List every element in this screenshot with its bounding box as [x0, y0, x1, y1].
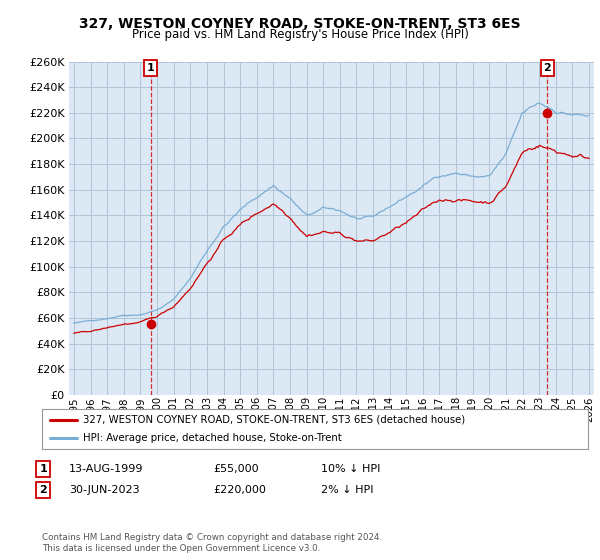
Text: £55,000: £55,000 [213, 464, 259, 474]
Text: 2: 2 [40, 485, 47, 495]
Text: £220,000: £220,000 [213, 485, 266, 495]
Text: 2% ↓ HPI: 2% ↓ HPI [321, 485, 373, 495]
Text: Contains HM Land Registry data © Crown copyright and database right 2024.
This d: Contains HM Land Registry data © Crown c… [42, 533, 382, 553]
Text: 10% ↓ HPI: 10% ↓ HPI [321, 464, 380, 474]
Text: 1: 1 [40, 464, 47, 474]
Text: 13-AUG-1999: 13-AUG-1999 [69, 464, 143, 474]
Text: 1: 1 [147, 63, 155, 73]
Text: Price paid vs. HM Land Registry's House Price Index (HPI): Price paid vs. HM Land Registry's House … [131, 28, 469, 41]
Text: 30-JUN-2023: 30-JUN-2023 [69, 485, 140, 495]
Text: 327, WESTON COYNEY ROAD, STOKE-ON-TRENT, ST3 6ES (detached house): 327, WESTON COYNEY ROAD, STOKE-ON-TRENT,… [83, 415, 465, 424]
Text: 2: 2 [544, 63, 551, 73]
Text: 327, WESTON COYNEY ROAD, STOKE-ON-TRENT, ST3 6ES: 327, WESTON COYNEY ROAD, STOKE-ON-TRENT,… [79, 17, 521, 31]
Text: HPI: Average price, detached house, Stoke-on-Trent: HPI: Average price, detached house, Stok… [83, 433, 342, 443]
